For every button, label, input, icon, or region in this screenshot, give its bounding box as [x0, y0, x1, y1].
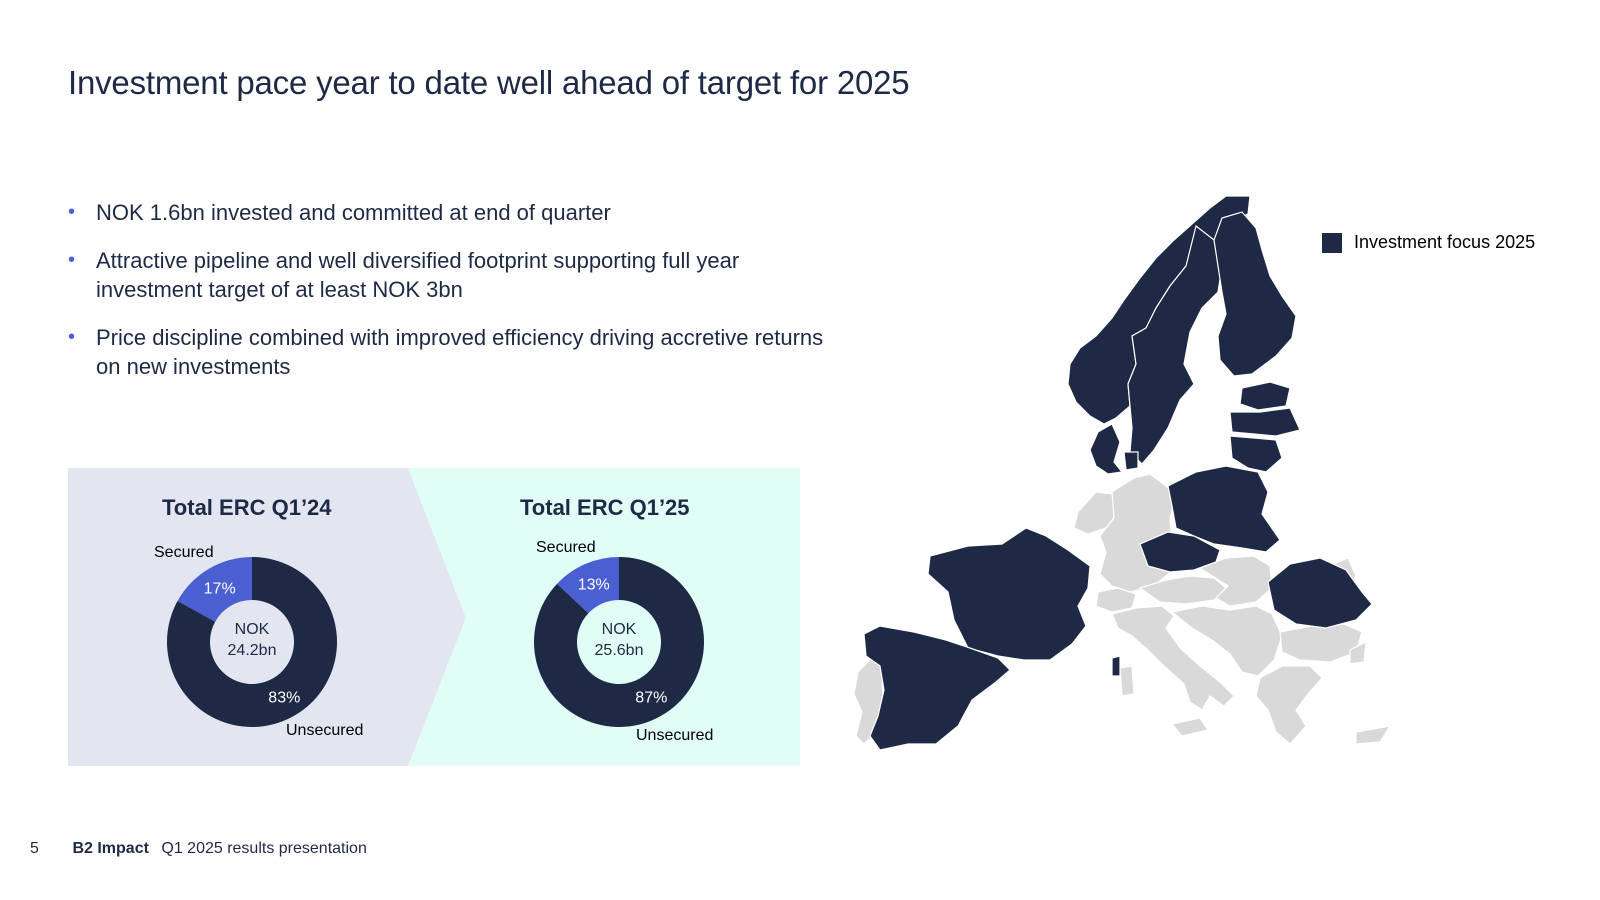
bullet-item: • NOK 1.6bn invested and committed at end… [68, 200, 611, 225]
europe-map-svg [853, 195, 1392, 751]
map-country-latvia [1229, 407, 1301, 437]
map-legend: Investment focus 2025 [1322, 232, 1535, 253]
donut-slice-unsecured [167, 557, 337, 727]
map-country-spain [863, 625, 1011, 751]
footer-brand: B2 Impact [72, 840, 149, 857]
map-country-greece [1255, 665, 1323, 745]
legend-label: Investment focus 2025 [1354, 232, 1536, 252]
map-country-turkey-tip [1349, 640, 1367, 665]
footer-text: Q1 2025 results presentation [161, 840, 367, 857]
erc-q125-title: Total ERC Q1’25 [520, 495, 690, 520]
bullet-dot-icon: • [68, 326, 76, 348]
erc-q124-secured-label: Secured [154, 544, 214, 561]
erc-q124-donut-chart: 17% 83% [167, 557, 337, 727]
map-country-italy [1111, 605, 1235, 711]
donut-value-label: 87% [635, 690, 667, 707]
donut-value-label: 17% [204, 580, 236, 597]
erc-q124-title: Total ERC Q1’24 [162, 495, 332, 520]
donut-hole [577, 600, 661, 684]
legend-swatch-icon [1322, 232, 1342, 253]
map-country-estonia [1239, 381, 1291, 411]
map-island-sardinia [1119, 665, 1135, 697]
map-country-denmark [1089, 423, 1124, 475]
bullet-item: • Attractive pipeline and well diversifie… [68, 248, 740, 302]
map-island-sicily [1170, 717, 1209, 737]
map-country-czech-republic [1139, 531, 1221, 573]
footer: 5 B2 Impact Q1 2025 results presentation [30, 840, 367, 858]
map-island-zealand [1123, 451, 1139, 471]
bullet-dot-icon: • [68, 249, 76, 271]
donut-value-label: 83% [268, 690, 300, 707]
erc-q125-unsecured-label: Unsecured [636, 727, 714, 744]
bullet-item: • Price discipline combined with improved… [68, 325, 824, 379]
map-island-cyprus [1355, 725, 1392, 745]
donut-slice-secured [557, 557, 619, 614]
map-country-finland [1213, 211, 1297, 377]
europe-map [850, 195, 1430, 776]
map-country-france [927, 527, 1091, 661]
erc-q125-secured-label: Secured [536, 539, 596, 556]
map-country-balkans [1170, 605, 1283, 677]
page-title: Investment pace year to date well ahead … [68, 64, 910, 101]
map-country-romania [1267, 557, 1373, 629]
map-country-poland [1167, 465, 1281, 553]
erc-q124-unsecured-label: Unsecured [286, 722, 364, 739]
map-country-lithuania [1229, 435, 1283, 473]
donut-value-label: 13% [578, 577, 610, 594]
bullet-dot-icon: • [68, 201, 76, 223]
donut-slice-unsecured [534, 557, 704, 727]
erc-q125-donut-chart: 13% 87% [534, 557, 704, 727]
map-island-corsica [1111, 655, 1121, 677]
erc-comparison-panel: Total ERC Q1’24 Secured Unsecured 17% 83%… [68, 468, 800, 766]
donut-hole [210, 600, 294, 684]
erc-q124-center-text: NOK 24.2bn [227, 621, 277, 659]
map-country-sweden [1127, 224, 1223, 465]
map-country-switzerland [1095, 587, 1137, 613]
donut-slice-secured [177, 557, 252, 622]
map-country-hungary-slovakia [1198, 555, 1273, 607]
erc-q125-center-text: NOK 25.6bn [594, 621, 644, 659]
bullet-list: • NOK 1.6bn invested and committed at end… [68, 198, 828, 400]
page-number: 5 [30, 840, 39, 857]
